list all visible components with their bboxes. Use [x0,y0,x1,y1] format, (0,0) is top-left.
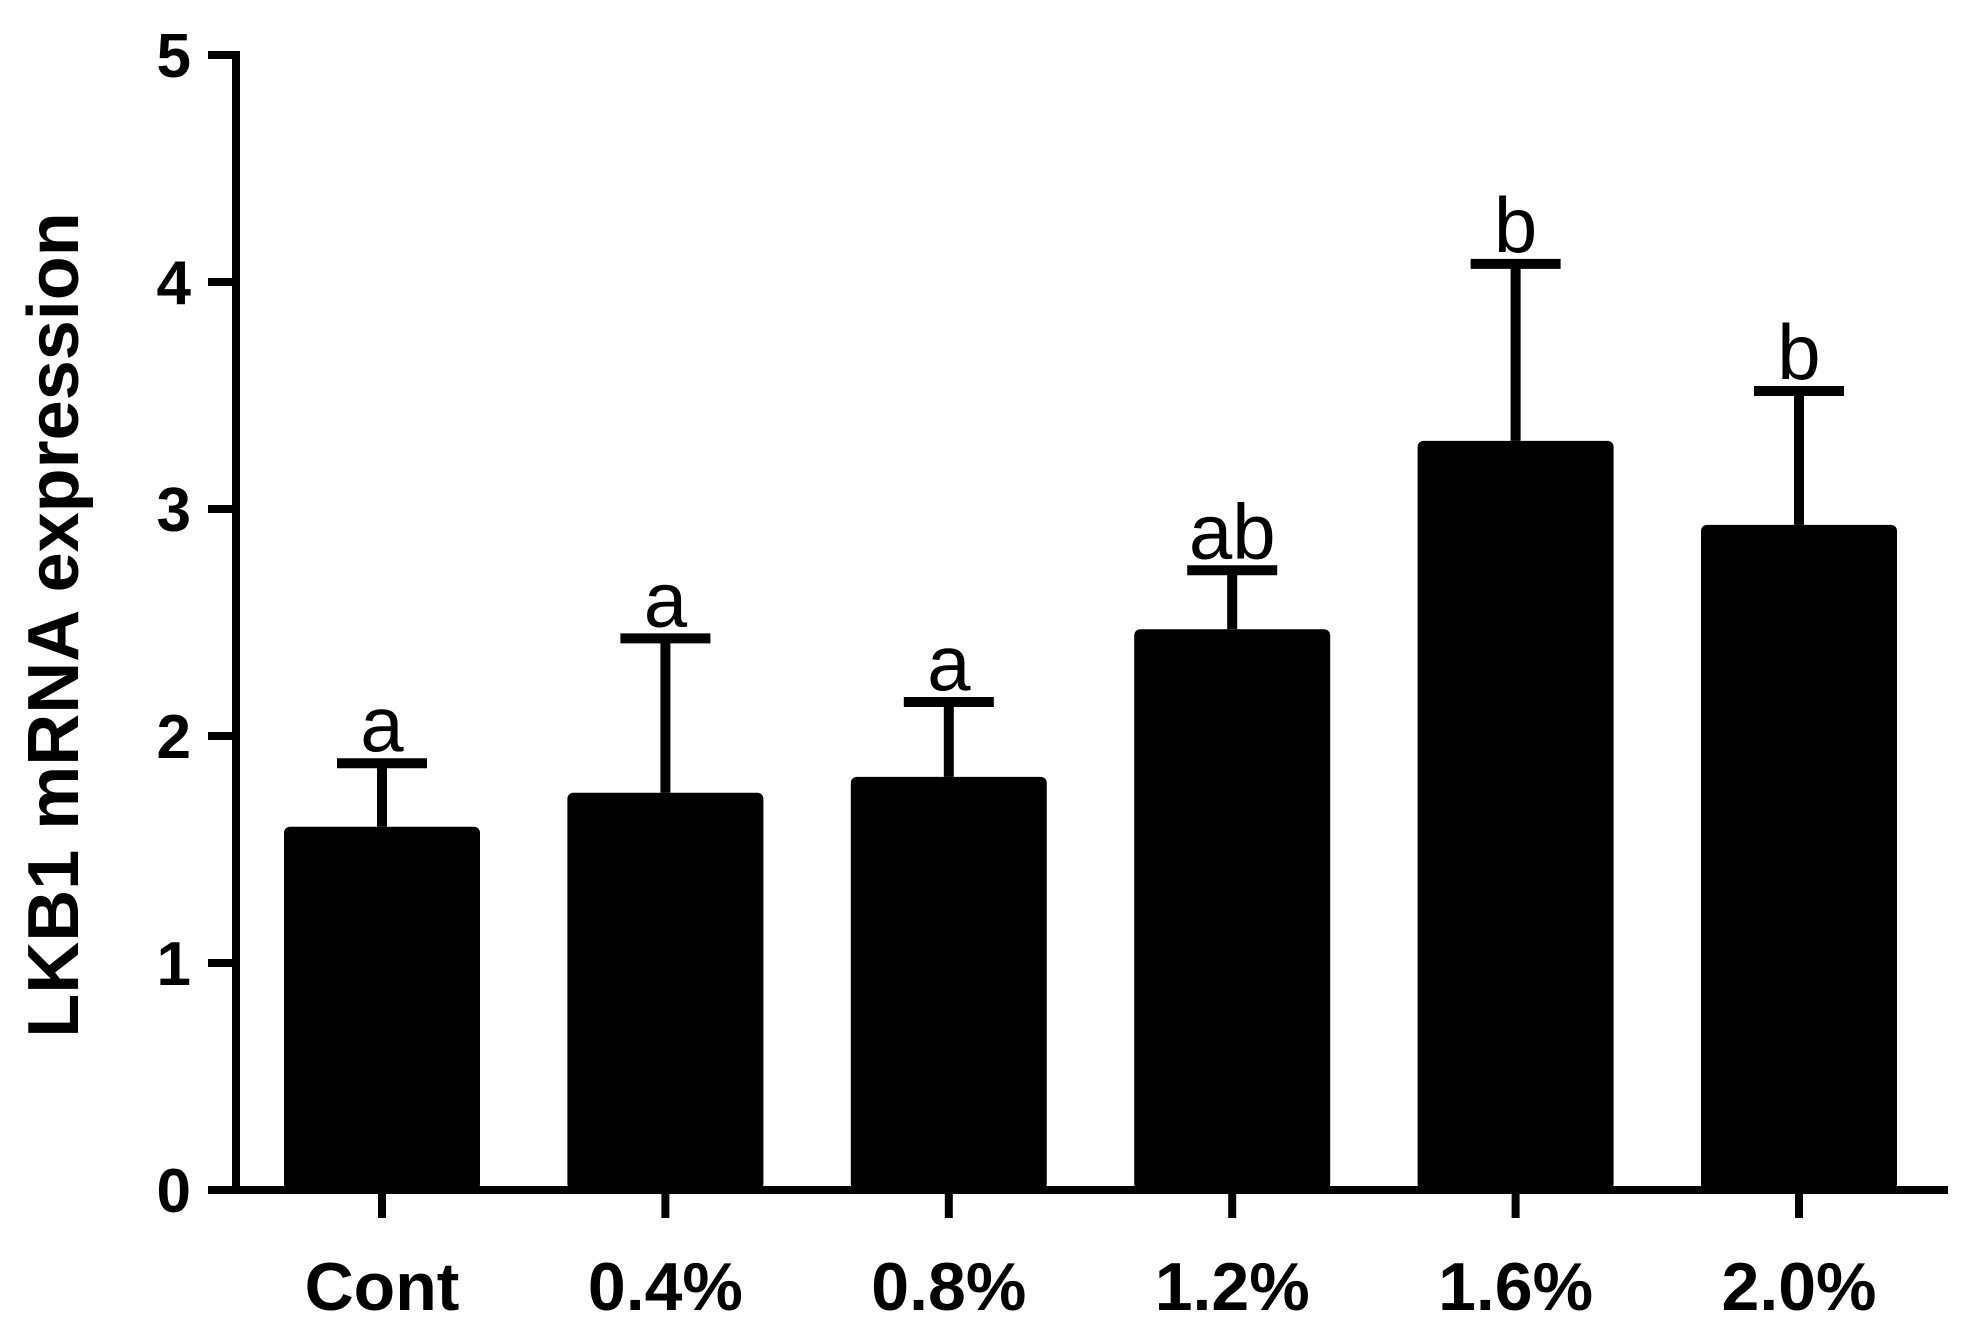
bar [567,792,764,1190]
bar [1134,629,1331,1190]
significance-label: a [360,680,404,768]
x-tick-label: 1.6% [1438,1249,1593,1325]
y-tick-label: 4 [157,249,192,318]
significance-label: b [1494,181,1537,269]
bar [1701,524,1897,1190]
significance-label: b [1777,308,1820,396]
y-tick-label: 3 [157,476,191,545]
y-tick-label: 5 [157,22,191,91]
x-tick-label: 0.8% [871,1249,1026,1325]
bar [284,826,480,1190]
significance-label: ab [1189,487,1276,575]
bar [1417,440,1614,1190]
y-axis-title: LKB1 mRNA expression [14,212,94,1038]
x-tick-label: 0.4% [588,1249,743,1325]
significance-letters: a a a ab b b [360,181,1820,768]
x-tick-label: 1.2% [1155,1249,1310,1325]
y-axis-ticks: 0 1 2 3 4 5 [157,22,236,1226]
y-tick-label: 0 [157,1157,191,1226]
error-bars [337,258,1844,827]
y-tick-label: 2 [157,703,191,772]
y-tick-label: 1 [157,930,191,999]
x-tick-label: Cont [305,1249,460,1325]
significance-label: a [644,555,688,643]
bars [284,440,1897,1190]
x-axis-categories: Cont 0.4% 0.8% 1.2% 1.6% 2.0% [305,1190,1877,1325]
bar [850,776,1047,1190]
x-tick-label: 2.0% [1722,1249,1877,1325]
significance-label: a [927,619,971,707]
